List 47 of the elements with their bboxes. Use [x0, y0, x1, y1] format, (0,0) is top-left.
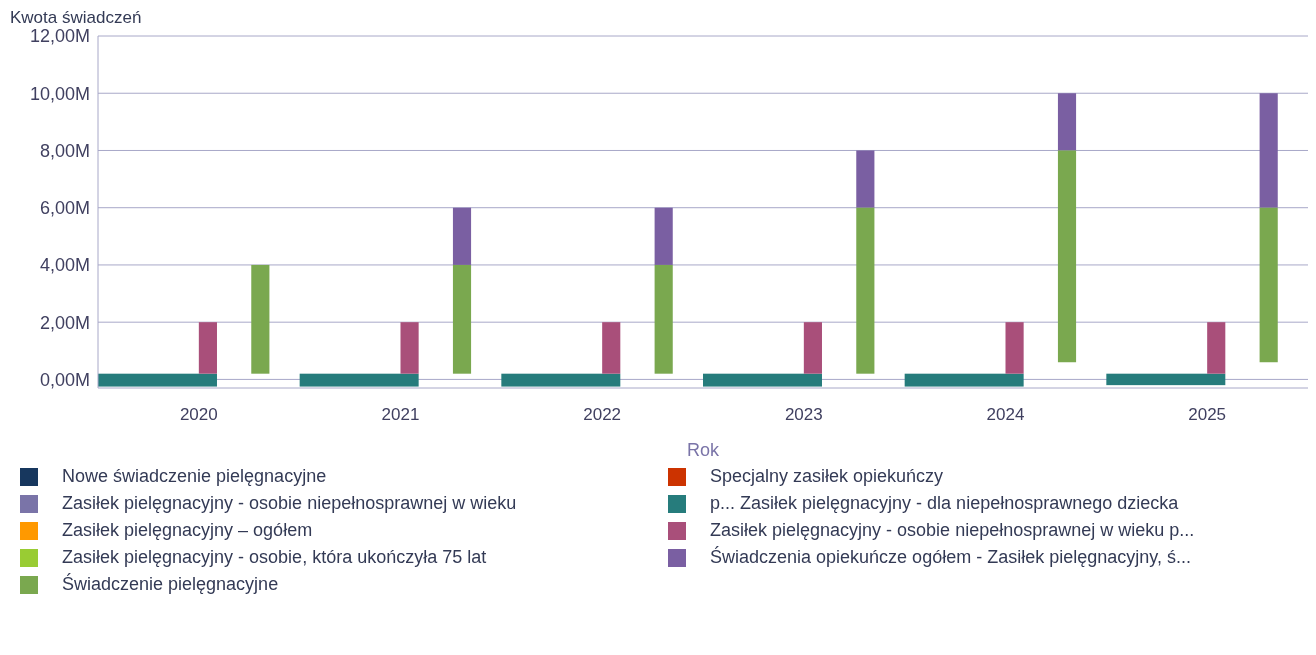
bar [803, 322, 822, 374]
y-tick-label: 2,00M [39, 312, 90, 333]
bar [1259, 93, 1278, 208]
bar [198, 322, 217, 374]
y-tick-label: 0,00M [39, 369, 90, 390]
bar [856, 150, 875, 208]
x-tick-label: 2020 [179, 405, 218, 425]
legend-label: Świadczenie pielęgnacyjne [62, 574, 279, 595]
x-tick-label: 2021 [381, 405, 420, 425]
legend-label: Nowe świadczenie pielęgnacyjne [62, 466, 327, 487]
bar [654, 207, 673, 265]
bar [1259, 207, 1278, 363]
bar [1005, 322, 1024, 374]
x-axis-title: Rok [686, 440, 720, 460]
legend-label: Zasiłek pielęgnacyjny - osobie niepełnosprawnej w wieku p... [710, 520, 1195, 541]
y-tick-label: 6,00M [39, 198, 90, 219]
bar [703, 373, 822, 387]
y-tick-label: 4,00M [39, 255, 90, 276]
bar [1207, 322, 1226, 374]
bar [904, 373, 1024, 387]
bar [251, 264, 270, 374]
bar [299, 373, 419, 387]
bar [501, 373, 621, 387]
x-tick-label: 2022 [583, 405, 622, 425]
legend-label: Zasiłek pielęgnacyjny - osobie, która ukończyła 75 lat [62, 547, 487, 568]
x-tick-label: 2023 [784, 405, 823, 425]
y-tick-label: 10,00M [29, 83, 90, 104]
y-axis-title: Kwota świadczeń [10, 8, 142, 28]
bar [400, 322, 419, 374]
legend-label: Świadczenia opiekuńcze ogółem - Zasiłek pielęgnacyjny, ś... [710, 547, 1191, 568]
bar [1057, 150, 1077, 363]
legend-label: Zasiłek pielęgnacyjny - osobie niepełnosprawnej w wieku [62, 493, 517, 514]
legend-label: Specjalny zasiłek opiekuńczy [710, 466, 944, 487]
y-tick-label: 12,00M [29, 26, 90, 47]
bar [98, 373, 217, 387]
y-tick-label: 8,00M [39, 140, 90, 161]
bar [1057, 93, 1077, 151]
bar [654, 264, 673, 374]
bar [452, 264, 472, 374]
bar [856, 207, 875, 374]
legend-label: p... Zasiłek pielęgnacyjny - dla niepełnosprawnego dziecka [710, 493, 1179, 514]
bar [602, 322, 621, 374]
legend-label: Zasiłek pielęgnacyjny – ogółem [62, 520, 313, 541]
x-tick-label: 2024 [986, 405, 1025, 425]
bar [452, 207, 472, 265]
x-tick-label: 2025 [1188, 405, 1227, 425]
bar [1106, 373, 1226, 386]
